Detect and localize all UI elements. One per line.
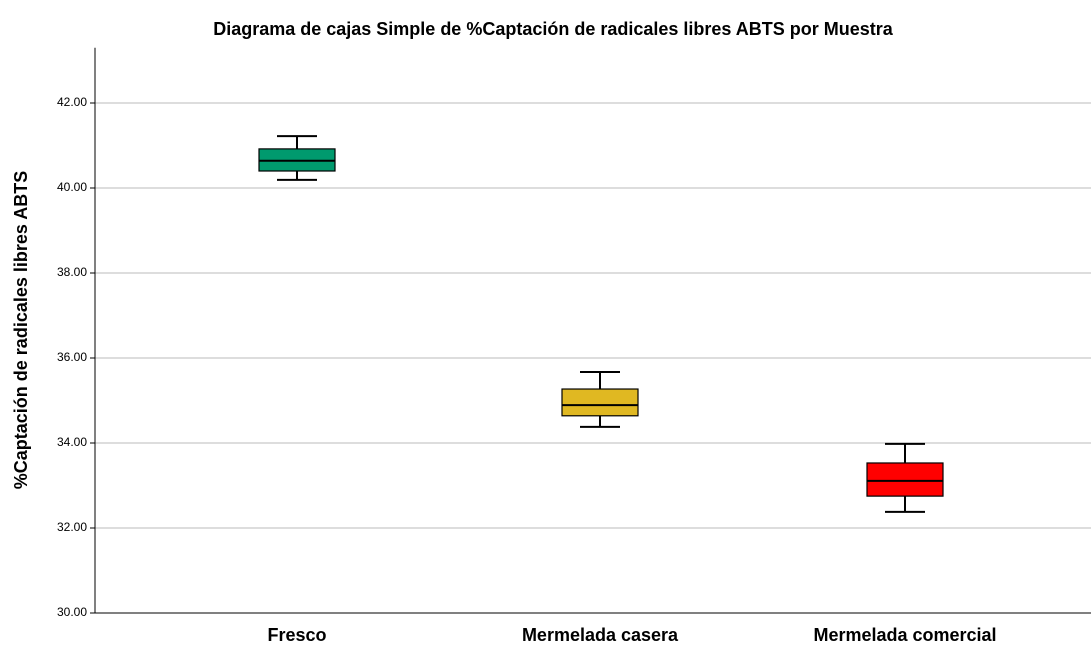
chart-title: Diagrama de cajas Simple de %Captación d… [213,19,894,39]
y-tick-label: 34.00 [57,435,87,449]
y-tick-label: 40.00 [57,180,87,194]
box [866,462,944,497]
box [561,388,639,417]
x-tick-label: Mermelada casera [522,625,679,645]
y-axis-label: %Captación de radicales libres ABTS [11,171,31,489]
y-tick-label: 42.00 [57,95,87,109]
x-tick-label: Fresco [267,625,326,645]
x-tick-label: Mermelada comercial [813,625,996,645]
y-tick-label: 38.00 [57,265,87,279]
y-tick-label: 30.00 [57,605,87,619]
y-tick-label: 36.00 [57,350,87,364]
y-tick-label: 32.00 [57,520,87,534]
